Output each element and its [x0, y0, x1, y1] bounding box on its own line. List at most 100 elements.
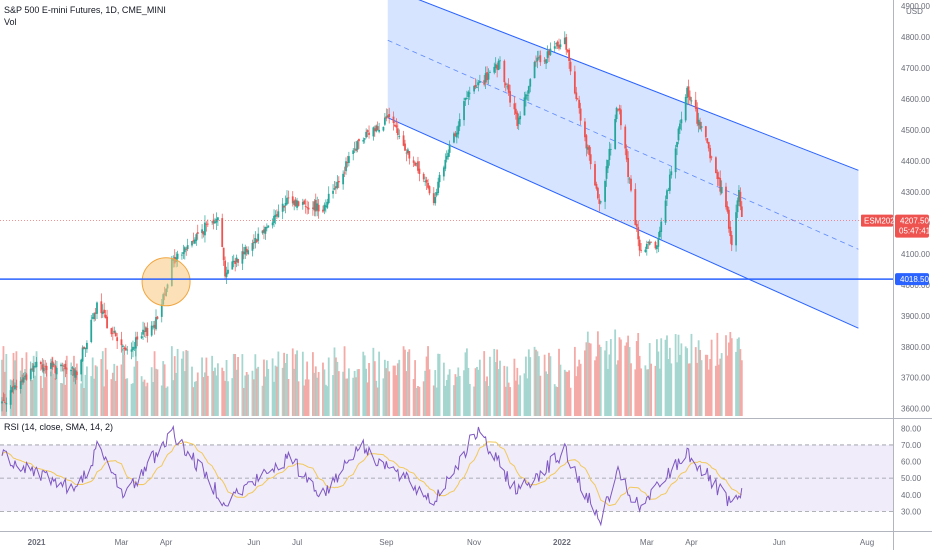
volume-bar	[594, 360, 596, 416]
candle-body	[353, 148, 356, 150]
volume-bar	[41, 387, 44, 416]
candle-body	[533, 61, 536, 79]
volume-bar	[463, 370, 465, 416]
volume-bar	[442, 362, 445, 416]
candle-body	[660, 221, 663, 233]
volume-bar	[332, 375, 334, 416]
candle-body	[376, 126, 379, 131]
candle-body	[122, 345, 124, 347]
volume-bar	[227, 381, 229, 416]
volume-bar	[104, 347, 107, 416]
candle-body	[205, 223, 208, 225]
candle-body	[414, 162, 416, 166]
candle-body	[648, 241, 651, 245]
candle-body	[264, 226, 267, 234]
candle-body	[549, 48, 552, 55]
volume-bar	[684, 346, 687, 416]
volume-bar	[529, 357, 532, 416]
candle-body	[251, 242, 254, 251]
candle-body	[365, 131, 368, 138]
candle-body	[14, 385, 16, 390]
price-tick-label: 3900.00	[901, 312, 930, 321]
candle-body	[503, 60, 506, 83]
candle-body	[385, 116, 388, 119]
volume-bar	[286, 353, 288, 416]
candle-body	[676, 141, 678, 148]
candle-body	[84, 347, 87, 350]
candle-body	[735, 212, 737, 246]
volume-bar	[116, 365, 119, 416]
horizontal-lines[interactable]	[0, 220, 893, 280]
volume-bar	[254, 354, 257, 416]
volume-bar	[425, 356, 428, 416]
volume-bar	[706, 354, 709, 416]
candle-body	[726, 206, 729, 212]
time-tick-label: Mar	[115, 538, 129, 547]
volume-bar	[687, 363, 690, 416]
volume-bar	[579, 363, 582, 416]
volume-bar	[406, 351, 409, 416]
volume-bar	[455, 376, 458, 416]
volume-bar	[217, 363, 219, 416]
candle-body	[62, 365, 65, 367]
volume-bar	[563, 369, 566, 416]
parallel-channel[interactable]	[387, 0, 859, 329]
candle-body	[565, 37, 568, 50]
candle-body	[91, 317, 94, 319]
volume-label: Vol	[4, 17, 17, 27]
candle-body	[41, 364, 44, 370]
rsi-tick-label: 70.00	[901, 441, 922, 450]
symbol-title: S&P 500 E-mini Futures, 1D, CME_MINI	[4, 5, 166, 15]
volume-bar	[163, 364, 166, 416]
candle-body	[60, 364, 62, 367]
candle-body	[707, 141, 710, 149]
volume-bar	[454, 374, 457, 416]
candle-body	[704, 126, 707, 138]
volume-bar	[335, 357, 337, 416]
candle-body	[710, 156, 713, 158]
time-tick-label: Aug	[860, 538, 874, 547]
candle-body	[514, 108, 517, 114]
volume-bar	[727, 342, 730, 416]
volume-bar	[624, 345, 627, 416]
volume-bar	[155, 368, 157, 416]
volume-bar	[304, 379, 307, 416]
rsi-sma-line	[1, 441, 743, 507]
volume-bar	[720, 353, 723, 416]
volume-bar	[546, 373, 549, 416]
volume-bar	[122, 348, 124, 416]
candle-body	[388, 113, 391, 118]
volume-bar	[408, 349, 411, 416]
candle-body	[326, 201, 329, 208]
candle-body	[398, 135, 401, 137]
candle-body	[647, 241, 650, 244]
volume-bar	[172, 380, 175, 416]
volume-bar	[386, 360, 389, 416]
volume-bar	[61, 383, 64, 416]
volume-bar	[34, 375, 37, 416]
volume-bar	[527, 349, 530, 416]
volume-bar	[55, 361, 58, 416]
candle-body	[405, 152, 408, 154]
candle-body	[686, 87, 689, 98]
candle-body	[412, 160, 415, 163]
volume-bar	[196, 372, 199, 416]
candle-body	[221, 218, 224, 248]
volume-bar	[607, 368, 609, 416]
candle-body	[274, 214, 277, 217]
candle-body	[35, 361, 38, 368]
candle-body	[447, 152, 450, 157]
time-tick-label: Mar	[640, 538, 654, 547]
volume-bar	[690, 333, 693, 416]
candle-body	[352, 150, 355, 154]
candle-body	[61, 365, 64, 367]
volume-bar	[402, 346, 405, 416]
volume-bar	[717, 364, 720, 416]
volume-bar	[466, 348, 468, 416]
candle-body	[477, 82, 480, 86]
volume-bar	[313, 372, 316, 416]
candle-body	[156, 316, 159, 319]
volume-bar	[620, 339, 622, 416]
volume-bar	[473, 386, 476, 416]
